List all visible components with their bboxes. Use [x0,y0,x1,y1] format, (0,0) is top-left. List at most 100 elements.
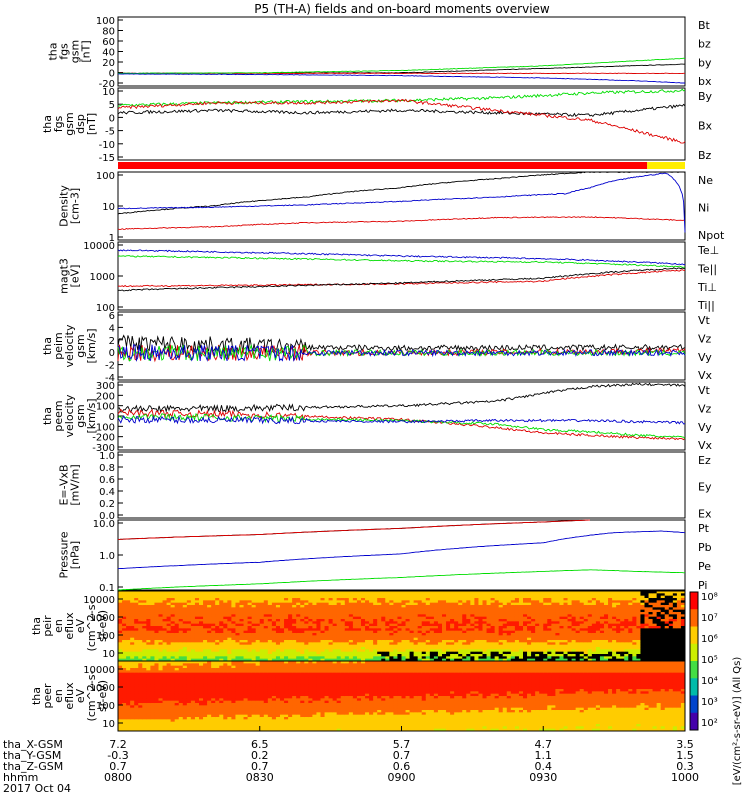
spectrogram-cell [251,591,257,594]
spectrogram-cell [636,647,641,650]
spectrogram-cell [162,686,168,690]
spectrogram-cell [632,637,637,641]
spectrogram-cell [328,637,334,641]
spectrogram-cell [316,630,321,634]
spectrogram-cell [660,605,666,608]
legend-entry: Ey [698,481,712,494]
spectrogram-cell [563,614,569,618]
spectrogram-cell [170,668,176,671]
spectrogram-cell [377,658,382,662]
spectrogram-cell [369,644,374,648]
spectrogram-cell [514,607,520,611]
spectrogram-cell [126,696,131,699]
spectrogram-cell [575,605,581,608]
spectrogram-cell [660,595,666,599]
spectrogram-cell [134,693,139,697]
spectrogram-cell [543,591,548,594]
spectrogram-cell [170,665,176,669]
spectrogram-cell [122,630,127,634]
spectrogram-cell [178,663,184,667]
spectrogram-cell [231,621,236,625]
spectrogram-cell [429,619,435,622]
spectrogram-cell [150,644,155,648]
spectrogram-cell [324,651,330,655]
spectrogram-cell [320,616,326,620]
spectrogram-cell [571,602,577,606]
spectrogram-cell [243,595,249,599]
spectrogram-cell [640,614,645,618]
spectrogram-cell [118,670,123,674]
panel-peir: thapeirenefluxeV(cm^2-s-sr-eV)1000010001… [30,590,686,662]
spectrogram-cell [656,644,662,648]
spectrogram-cell [194,649,200,653]
spectrogram-cell [405,600,411,604]
spectrogram-cell [624,609,629,613]
spectrogram-cell [523,600,528,604]
spectrogram-cell [162,614,168,618]
spectrogram-cell [506,628,512,632]
spectrogram-cell [142,710,147,713]
spectrogram-cell [450,598,455,601]
spectrogram-cell [308,607,313,611]
spectrogram-cell [668,591,674,594]
spectrogram-cell [304,614,309,618]
spectrogram-cell [174,679,180,683]
spectrogram-cell [502,616,508,620]
spectrogram-cell [595,647,601,650]
spectrogram-cell [182,677,188,681]
spectrogram-cell [535,598,540,601]
spectrogram-cell [158,649,164,653]
spectrogram-cell [170,686,176,690]
spectrogram-cell [324,637,330,641]
spectrogram-cell [413,633,419,636]
spectrogram-cell [134,654,139,657]
spectrogram-cell [620,633,625,636]
spectrogram-cell [356,644,362,648]
spectrogram-cell [340,654,346,657]
spectrogram-cell [604,647,609,650]
spectrogram-cell [134,621,139,625]
spectrogram-cell [632,628,637,632]
spectrogram-cell [243,623,249,627]
spectrogram-cell [158,598,164,601]
spectrogram-cell [490,630,496,634]
spectrogram-cell [235,626,240,629]
spectrogram-cell [620,607,625,611]
spectrogram-cell [393,626,398,629]
spectrogram-cell [130,630,135,634]
spectrogram-cell [162,707,168,711]
y-tick-label: 20 [102,58,115,69]
spectrogram-cell [170,602,176,606]
spectrogram-cell [352,656,358,660]
spectrogram-cell [288,626,293,629]
spectrogram-cell [130,605,135,608]
spectrogram-cell [628,649,633,653]
spectrogram-cell [523,658,528,662]
spectrogram-cell [632,609,637,613]
spectrogram-cell [300,649,305,653]
spectrogram-cell [587,593,593,597]
spectrogram-cell [547,642,552,646]
spectrogram-cell [126,602,131,606]
spectrogram-cell [296,619,301,622]
spectrogram-cell [523,593,528,597]
spectrogram-cell [644,605,650,608]
spectrogram-cell [134,675,139,678]
spectrogram-cell [199,696,204,699]
spectrogram-cell [595,656,601,660]
spectrogram-cell [397,621,402,625]
spectrogram-cell [543,630,548,634]
spectrogram-cell [150,707,155,711]
spectrogram-cell [409,609,415,613]
spectrogram-cell [170,654,176,657]
spectrogram-cell [190,698,196,702]
spectrogram-cell [490,628,496,632]
spectrogram-cell [385,628,390,632]
spectrogram-cell [409,644,415,648]
spectrogram-cell [543,656,548,660]
spectrogram-cell [138,670,143,674]
spectrogram-cell [587,605,593,608]
spectrogram-cell [437,644,443,648]
spectrogram-cell [604,614,609,618]
spectrogram-cell [215,654,220,657]
